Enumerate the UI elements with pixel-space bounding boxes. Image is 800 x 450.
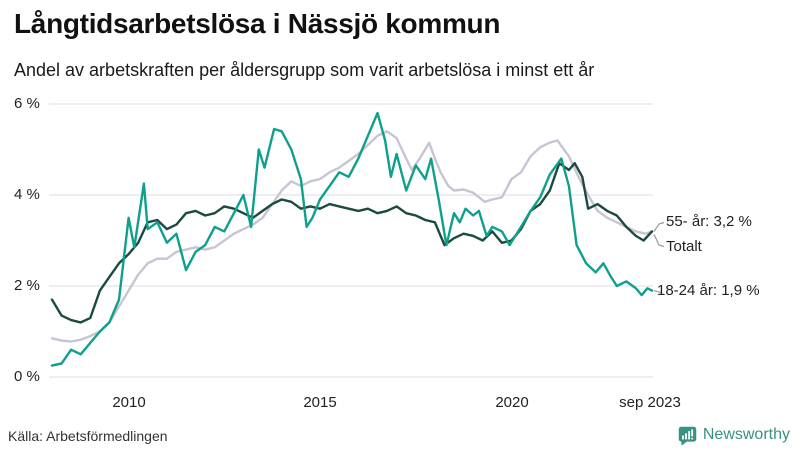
newsworthy-bubble-chart-icon [678,426,697,445]
source-note: Källa: Arbetsförmedlingen [8,428,168,444]
page-title: Långtidsarbetslösa i Nässjö kommun [14,8,501,39]
y-tick-label-0: 0 % [14,368,40,385]
y-tick-label-6: 6 % [14,95,40,112]
chart-subtitle: Andel av arbetskraften per åldersgrupp s… [14,60,595,80]
x-tick-label-2010: 2010 [112,394,146,411]
series-line-55plus [50,161,654,324]
leader-18-24-ar [653,289,662,294]
y-tick-label-4: 4 % [14,186,40,203]
x-tick-label-sep-2023: sep 2023 [619,394,681,411]
end-label-18-24-ar: 18-24 år: 1,9 % [657,282,760,299]
leader-55-ar [653,221,665,232]
series-line-18-24 [50,111,654,367]
leader-totalt [653,234,665,248]
newsworthy-wordmark: Newsworthy [702,426,790,443]
x-tick-label-2020: 2020 [495,394,529,411]
x-tick-label-2015: 2015 [303,394,337,411]
newsworthy-logo[interactable]: Newsworthy [677,424,790,446]
end-label-totalt: Totalt [666,238,702,255]
y-tick-label-2: 2 % [14,277,40,294]
end-label-55-ar: 55- år: 3,2 % [666,213,752,230]
